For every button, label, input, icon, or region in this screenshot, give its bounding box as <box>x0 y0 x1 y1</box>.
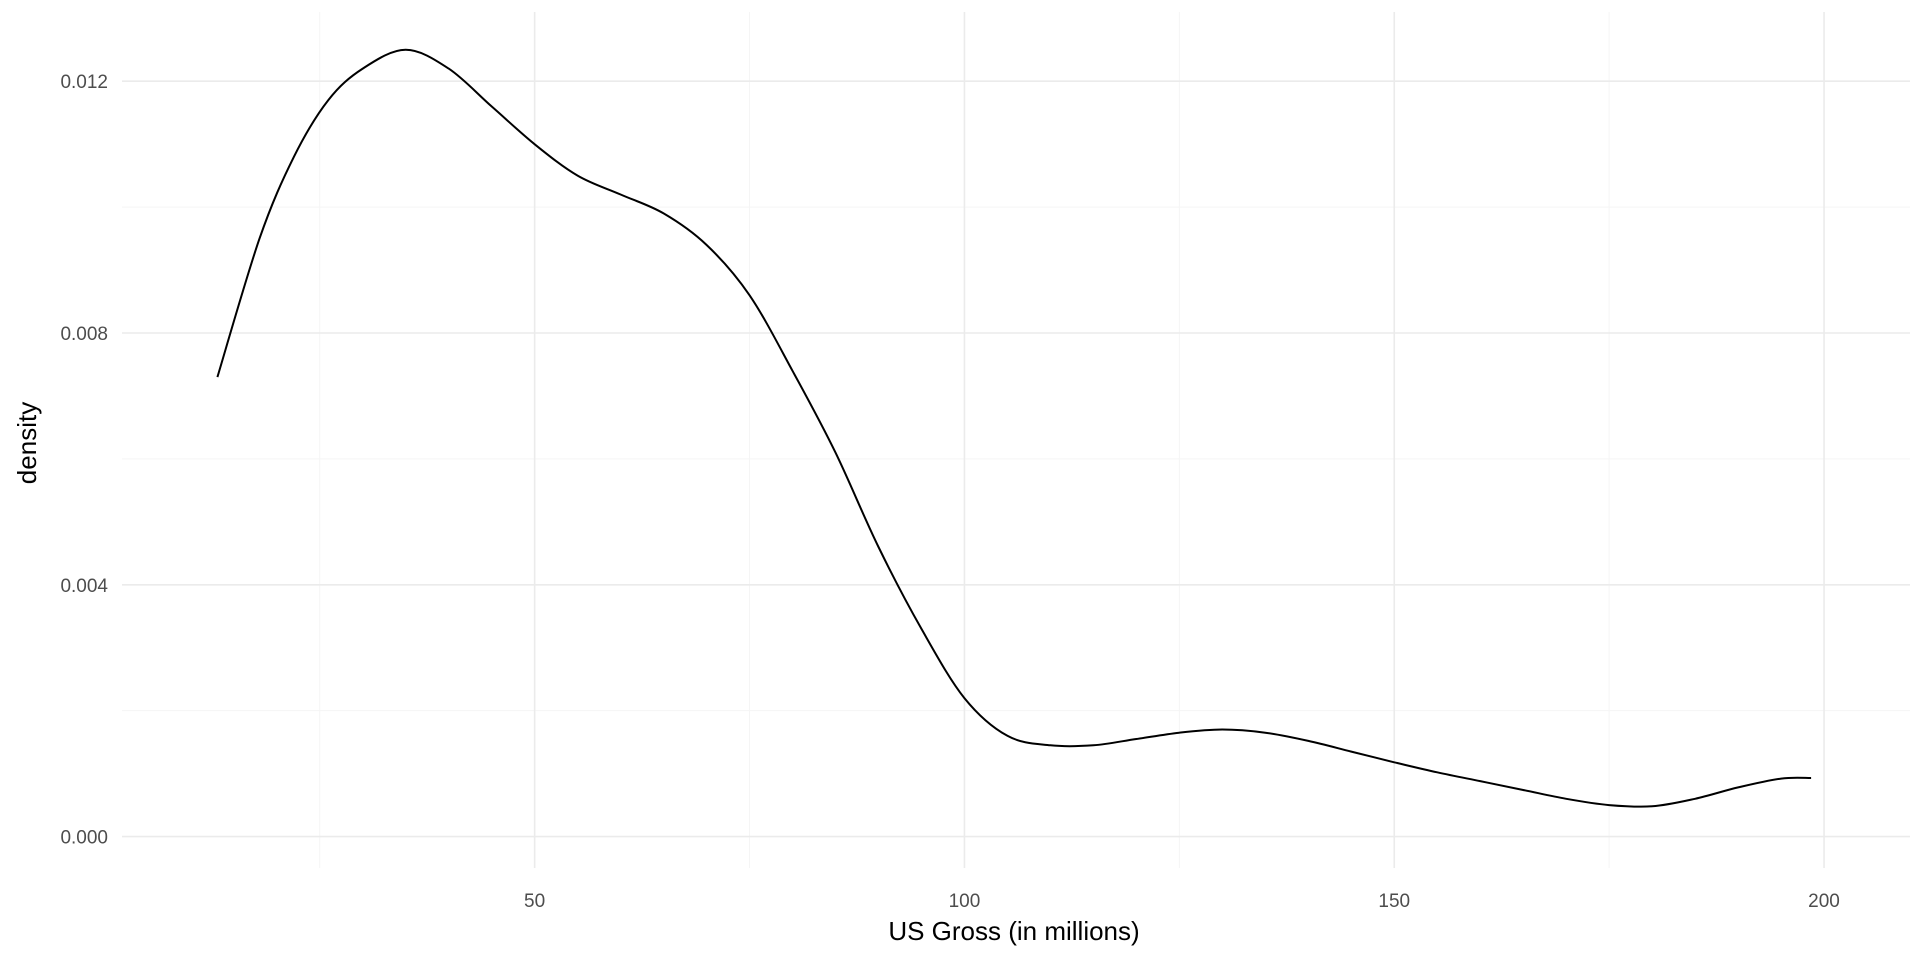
y-axis-title: density <box>12 402 42 484</box>
major-gridlines <box>122 12 1910 868</box>
minor-gridlines <box>122 12 1910 868</box>
y-axis-tick-labels: 0.000 0.004 0.008 0.012 <box>60 72 108 848</box>
x-tick-label: 50 <box>524 891 545 912</box>
y-tick-label: 0.012 <box>60 72 108 93</box>
x-tick-label: 100 <box>949 891 981 912</box>
x-tick-label: 200 <box>1808 891 1840 912</box>
y-tick-label: 0.004 <box>60 576 108 597</box>
x-tick-label: 150 <box>1378 891 1410 912</box>
y-tick-label: 0.000 <box>60 828 108 849</box>
y-tick-label: 0.008 <box>60 324 108 345</box>
density-curve <box>216 48 1812 808</box>
x-axis-title: US Gross (in millions) <box>888 916 1139 946</box>
x-axis-tick-labels: 50 100 150 200 <box>524 891 1840 912</box>
